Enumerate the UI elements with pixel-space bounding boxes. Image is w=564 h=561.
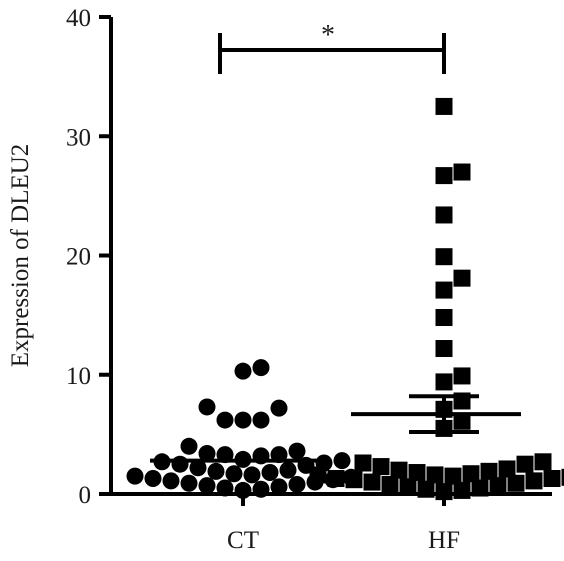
x-tick-label-ct: CT	[227, 527, 259, 554]
data-point-hf	[516, 455, 534, 473]
data-point-hf	[444, 467, 462, 485]
data-point-ct	[198, 444, 216, 462]
data-point-ct	[162, 472, 180, 490]
data-point-hf	[309, 466, 327, 484]
data-point-ct	[171, 455, 189, 473]
data-point-hf	[453, 412, 471, 430]
data-point-ct	[252, 411, 270, 429]
data-point-hf	[435, 281, 453, 299]
data-point-ct	[216, 411, 234, 429]
data-point-ct	[207, 462, 225, 480]
significance-label: *	[321, 20, 335, 51]
data-point-ct	[225, 465, 243, 483]
data-point-hf	[453, 163, 471, 181]
y-tick-label: 10	[66, 363, 91, 390]
data-point-ct	[189, 459, 207, 477]
data-point-ct	[126, 467, 144, 485]
y-tick-label: 30	[66, 124, 91, 151]
data-point-hf	[480, 462, 498, 480]
data-point-hf	[435, 248, 453, 266]
data-points	[126, 97, 564, 501]
data-point-hf	[408, 464, 426, 482]
data-point-hf	[426, 466, 444, 484]
data-point-ct	[144, 469, 162, 487]
x-ticks: CT HF	[227, 494, 460, 554]
data-point-hf	[498, 460, 516, 478]
data-point-hf	[354, 454, 372, 472]
data-point-ct	[234, 411, 252, 429]
data-point-hf	[453, 367, 471, 385]
data-point-hf	[381, 475, 399, 493]
data-point-ct	[252, 480, 270, 498]
data-point-hf	[435, 206, 453, 224]
y-axis-label: Expression of DLEU2	[7, 144, 34, 368]
data-point-hf	[489, 477, 507, 495]
data-point-hf	[543, 469, 561, 487]
data-point-hf	[399, 478, 417, 496]
data-point-hf	[435, 167, 453, 185]
data-point-hf	[327, 469, 345, 487]
data-point-ct	[288, 442, 306, 460]
data-point-hf	[561, 468, 564, 486]
data-point-ct	[333, 452, 351, 470]
data-point-hf	[534, 453, 552, 471]
data-point-hf	[390, 461, 408, 479]
data-point-hf	[453, 481, 471, 499]
data-point-ct	[252, 359, 270, 377]
data-point-hf	[462, 465, 480, 483]
summary-lines	[150, 394, 521, 463]
data-point-ct	[216, 479, 234, 497]
data-point-hf	[435, 373, 453, 391]
data-point-hf	[345, 471, 363, 489]
data-point-hf	[417, 480, 435, 498]
data-point-hf	[525, 472, 543, 490]
significance-bracket: *	[218, 20, 446, 74]
data-point-hf	[471, 479, 489, 497]
data-point-ct	[198, 398, 216, 416]
data-point-hf	[507, 474, 525, 492]
data-point-hf	[435, 309, 453, 327]
data-point-hf	[435, 340, 453, 358]
data-point-ct	[180, 437, 198, 455]
data-point-hf	[435, 97, 453, 115]
x-tick-label-hf: HF	[428, 527, 460, 554]
y-ticks: 0 10 20 30 40	[66, 5, 111, 509]
data-point-hf	[372, 458, 390, 476]
data-point-ct	[234, 481, 252, 499]
data-point-ct	[270, 478, 288, 496]
data-point-hf	[363, 473, 381, 491]
data-point-ct	[270, 399, 288, 417]
data-point-ct	[288, 475, 306, 493]
data-point-ct	[180, 474, 198, 492]
data-point-hf	[435, 483, 453, 501]
data-point-ct	[279, 461, 297, 479]
data-point-hf	[453, 269, 471, 287]
axes	[109, 17, 552, 496]
data-point-ct	[243, 466, 261, 484]
data-point-ct	[198, 477, 216, 495]
data-point-ct	[261, 464, 279, 482]
data-point-ct	[234, 362, 252, 380]
y-tick-label: 0	[79, 482, 92, 509]
y-tick-label: 20	[66, 244, 91, 271]
y-tick-label: 40	[66, 5, 91, 32]
